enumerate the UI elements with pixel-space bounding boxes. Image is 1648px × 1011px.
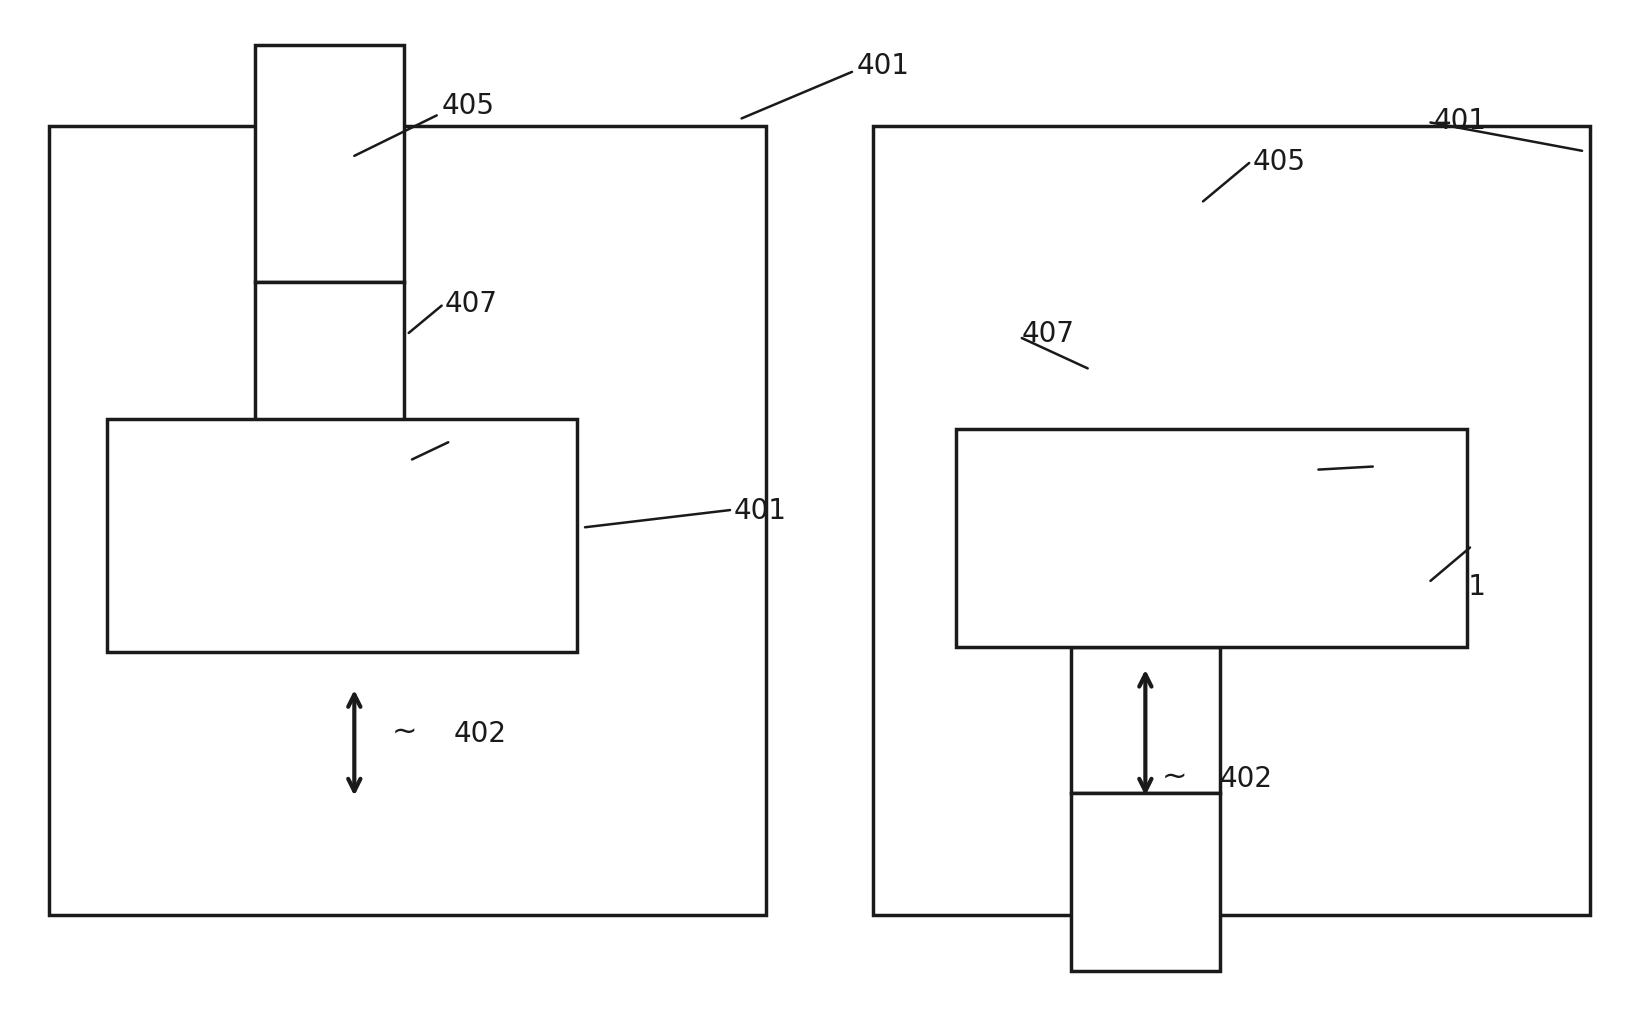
Bar: [255, 283, 404, 607]
Bar: [873, 126, 1590, 915]
Text: 407: 407: [445, 289, 498, 317]
Bar: [956, 430, 1467, 647]
Text: ~: ~: [392, 717, 417, 745]
Text: 406: 406: [1376, 456, 1429, 484]
Text: 402: 402: [453, 719, 506, 747]
Bar: [1071, 794, 1220, 971]
Text: 401: 401: [1434, 107, 1486, 135]
Text: ~: ~: [1162, 762, 1187, 791]
Bar: [107, 420, 577, 652]
Bar: [49, 126, 766, 915]
Bar: [1071, 647, 1220, 794]
Bar: [255, 45, 404, 283]
Text: 401: 401: [1434, 572, 1486, 601]
Text: 401: 401: [857, 52, 910, 80]
Text: 405: 405: [1252, 148, 1305, 176]
Text: 407: 407: [1022, 319, 1074, 348]
Text: 405: 405: [442, 92, 494, 120]
Text: 401: 401: [733, 496, 786, 525]
Text: 406: 406: [453, 436, 506, 464]
Text: 402: 402: [1220, 764, 1272, 793]
